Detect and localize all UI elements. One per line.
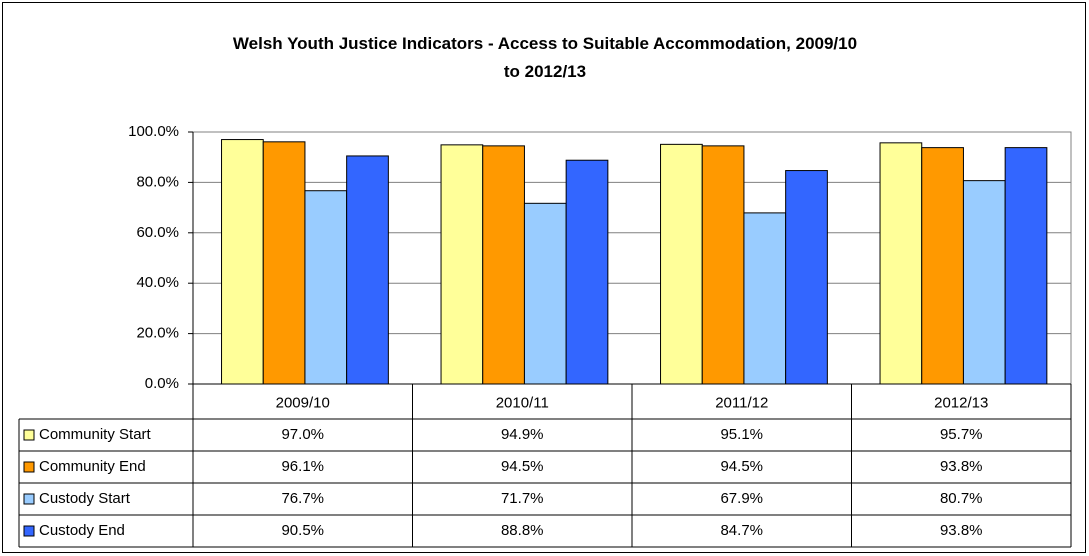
x-tick-label: 2009/10: [276, 394, 330, 411]
table-value: 95.1%: [720, 426, 763, 443]
legend-label: Community End: [39, 458, 146, 475]
bar: [743, 212, 787, 385]
legend-label: Custody Start: [39, 490, 131, 507]
table-value: 94.5%: [720, 458, 763, 475]
bar: [660, 143, 703, 385]
bar: [346, 155, 389, 385]
bar: [701, 145, 745, 385]
table-value: 88.8%: [501, 522, 544, 539]
legend-label: Custody End: [39, 522, 125, 539]
table-value: 80.7%: [940, 490, 983, 507]
bar: [879, 142, 923, 385]
bar: [565, 159, 609, 385]
y-tick-label: 0.0%: [145, 375, 179, 392]
y-tick-label: 20.0%: [136, 325, 179, 342]
legend-key: [23, 525, 35, 537]
table-value: 94.5%: [501, 458, 544, 475]
table-value: 93.8%: [940, 522, 983, 539]
table-value: 90.5%: [281, 522, 324, 539]
legend-label: Community Start: [39, 426, 152, 443]
y-tick-label: 60.0%: [136, 224, 179, 241]
y-tick-label: 40.0%: [136, 274, 179, 291]
bar: [304, 190, 348, 385]
table-value: 94.9%: [501, 426, 544, 443]
bar: [1004, 147, 1048, 385]
y-tick-label: 100.0%: [128, 123, 179, 140]
bar: [785, 170, 828, 385]
x-tick-label: 2010/11: [496, 394, 549, 411]
table-value: 67.9%: [720, 490, 763, 507]
y-tick-label: 80.0%: [136, 173, 179, 190]
table-value: 76.7%: [281, 490, 324, 507]
bar: [962, 180, 1006, 385]
x-tick-label: 2012/13: [934, 394, 988, 411]
legend-key: [23, 461, 35, 473]
table-value: 84.7%: [720, 522, 763, 539]
x-tick-label: 2011/12: [715, 394, 768, 411]
bar: [221, 139, 264, 385]
bar: [523, 202, 567, 385]
bar: [921, 147, 964, 385]
table-value: 95.7%: [940, 426, 983, 443]
bar: [482, 145, 525, 385]
table-value: 96.1%: [281, 458, 324, 475]
legend-key: [23, 429, 35, 441]
table-value: 93.8%: [940, 458, 983, 475]
legend-key: [23, 493, 35, 505]
chart-title: Welsh Youth Justice Indicators - Access …: [233, 34, 857, 81]
table-value: 97.0%: [281, 426, 324, 443]
bar: [440, 144, 484, 385]
table-value: 71.7%: [501, 490, 544, 507]
bar: [262, 141, 306, 385]
